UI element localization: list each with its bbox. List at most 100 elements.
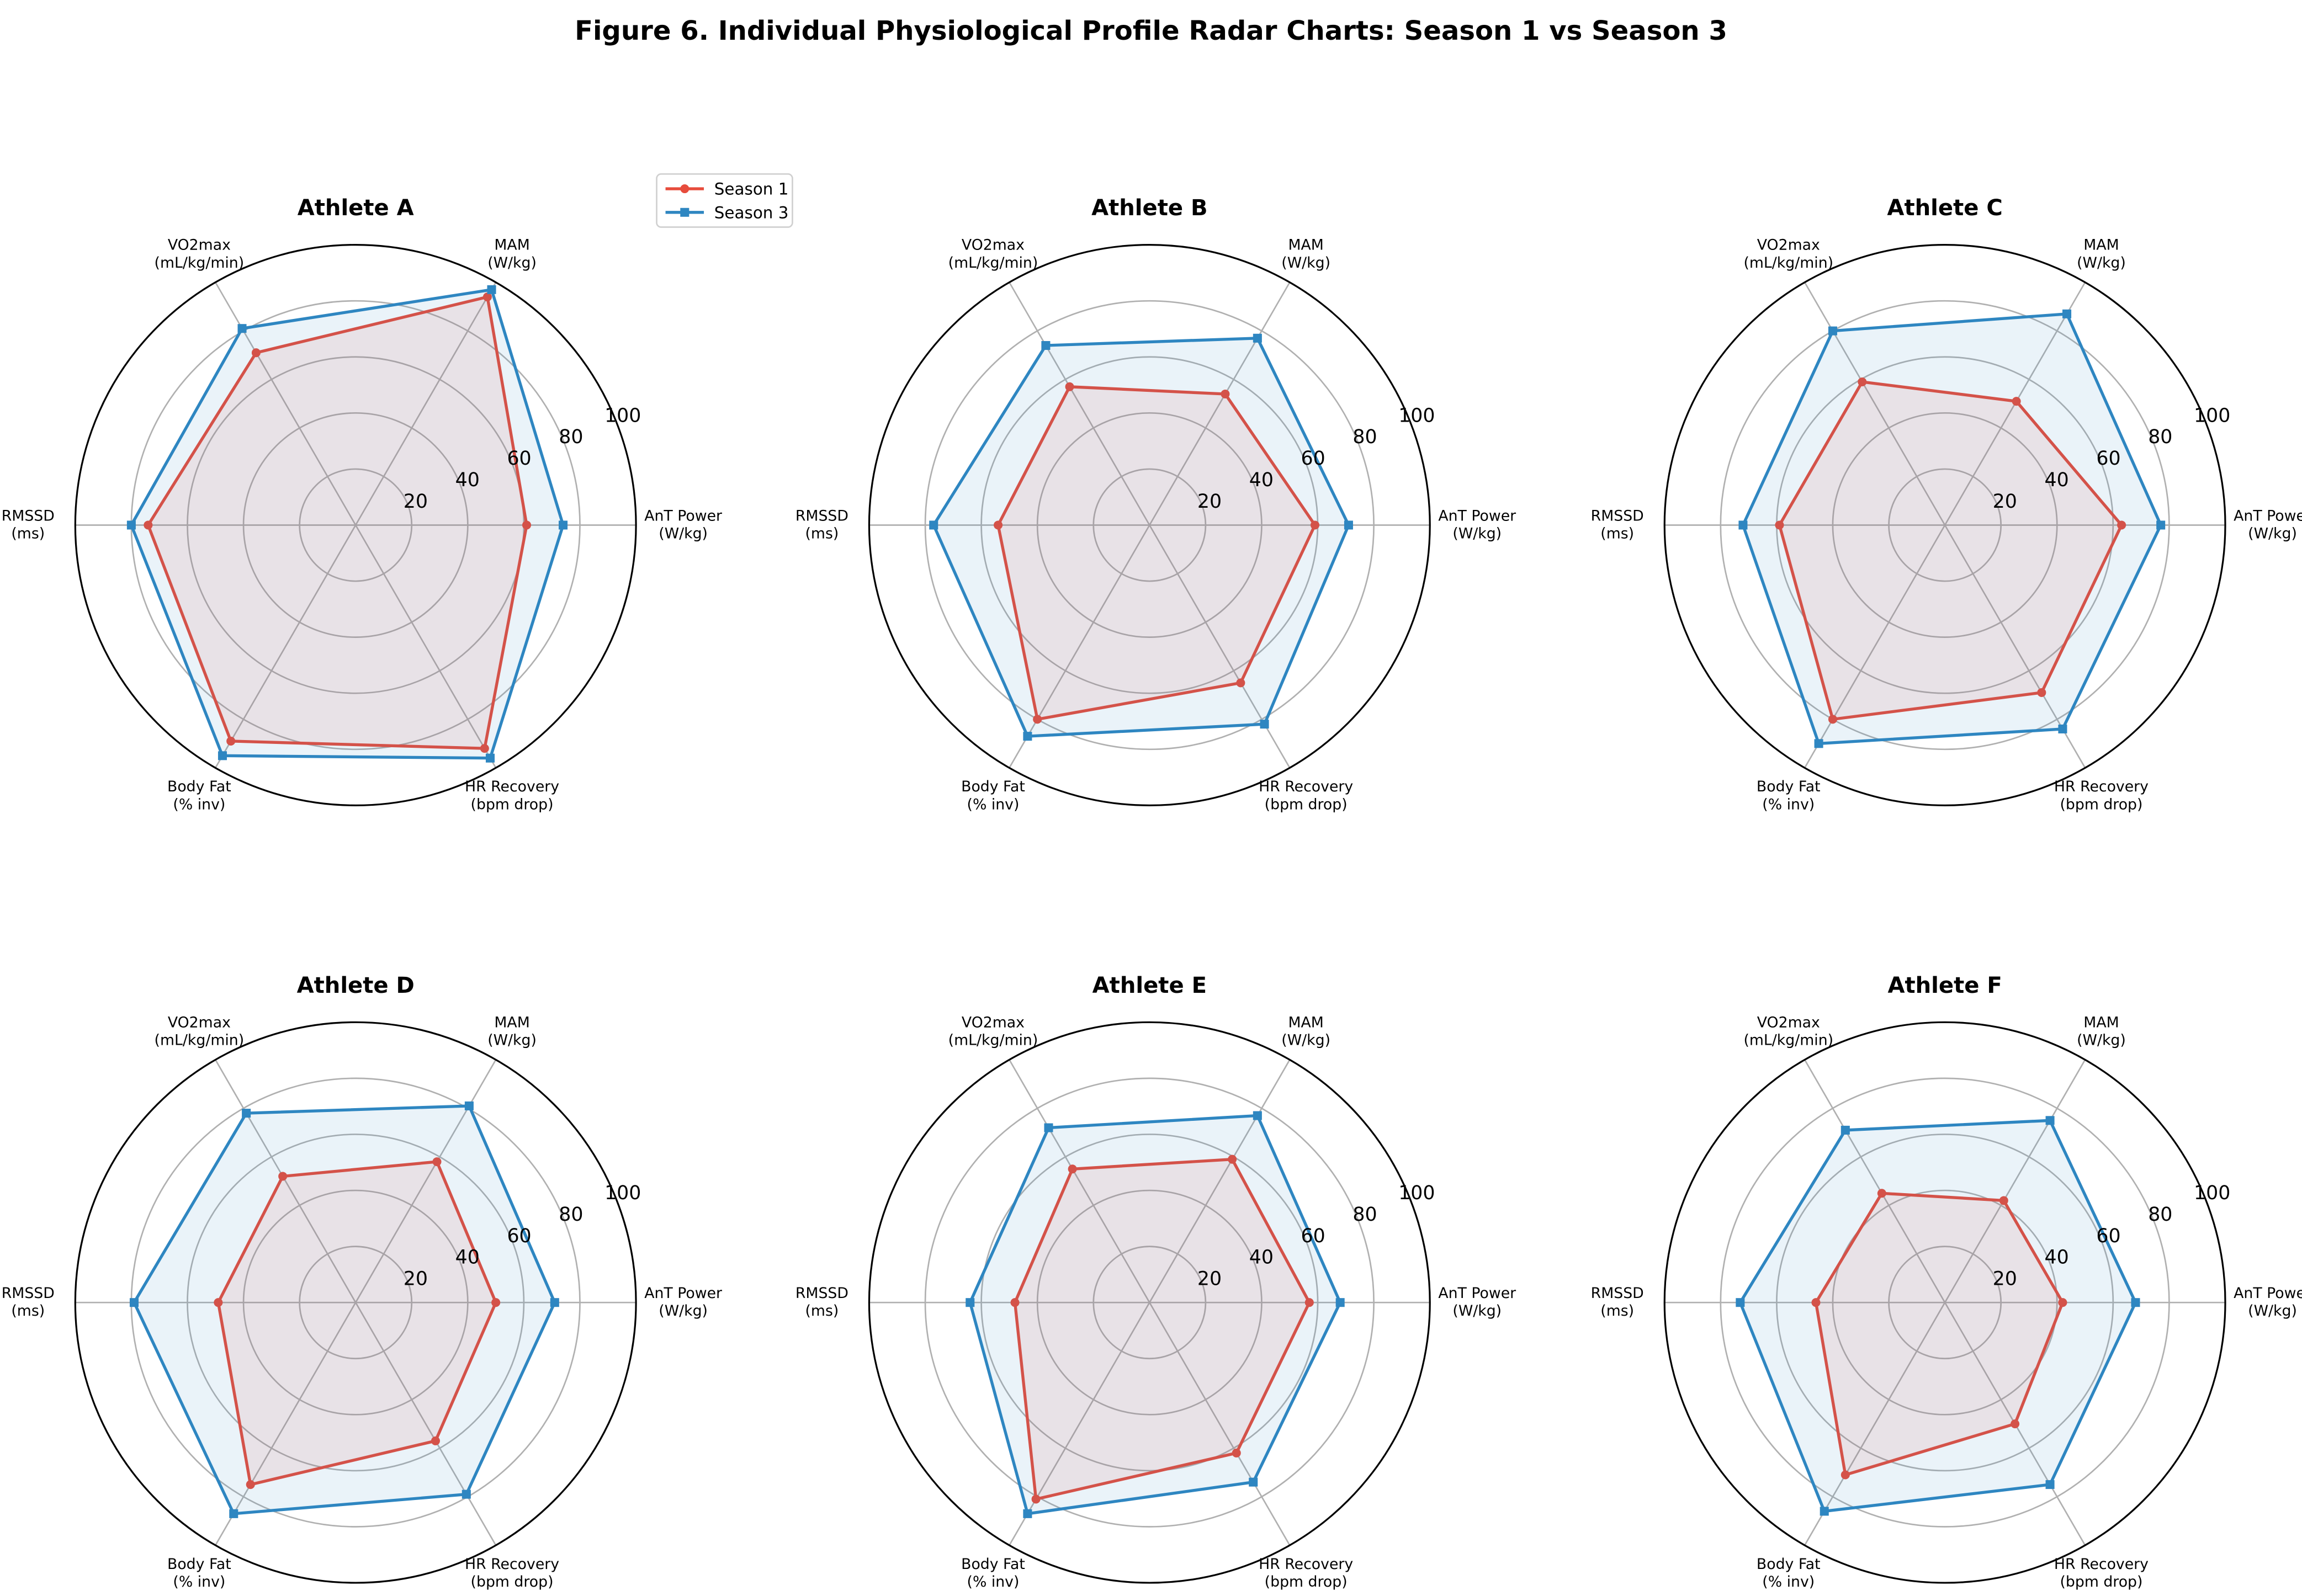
grid-spoke: [355, 1059, 497, 1303]
data-point: [994, 520, 1003, 530]
axis-label: MAM (W/kg): [1281, 237, 1330, 272]
series-fill: [1015, 1159, 1309, 1499]
data-point: [251, 348, 261, 358]
r-tick-label: 20: [1197, 1268, 1222, 1290]
axis-label-unit: (% inv): [967, 796, 1020, 813]
legend-marker: [680, 184, 689, 194]
r-tick-label: 100: [1398, 405, 1435, 427]
axis-label-name: VO2max: [168, 237, 231, 254]
axis-label: HR Recovery (bpm drop): [465, 778, 559, 813]
axis-label-unit: (bpm drop): [471, 796, 554, 813]
axis-label: Body Fat (% inv): [961, 1556, 1025, 1590]
axis-label: Body Fat (% inv): [167, 778, 231, 813]
axis-label: RMSSD (ms): [2, 1285, 55, 1320]
axis-label-unit: (W/kg): [1452, 525, 1502, 542]
axis-label-unit: (bpm drop): [2060, 796, 2142, 813]
axis-label: Body Fat (% inv): [1757, 1556, 1821, 1590]
grid-spoke: [1009, 281, 1150, 526]
panel-title: Athlete D: [297, 973, 415, 998]
data-point: [431, 1436, 440, 1445]
data-point: [2062, 309, 2072, 318]
r-tick-label: 40: [2045, 1247, 2069, 1269]
r-tick-label: 40: [1249, 469, 1274, 491]
grid-spoke: [355, 524, 497, 768]
grid-spoke: [1804, 524, 1946, 768]
data-point: [1828, 715, 1837, 724]
outer-circle: [74, 1021, 637, 1584]
axis-label-name: MAM: [1288, 1014, 1323, 1031]
axis-label-name: RMSSD: [2, 507, 55, 524]
panel-title: Athlete F: [1887, 973, 2002, 998]
axis-label-name: Body Fat: [961, 1556, 1025, 1573]
axis-label-unit: (W/kg): [2248, 1302, 2297, 1320]
axis-label-name: MAM: [494, 1014, 529, 1031]
r-tick-label: 80: [559, 426, 583, 448]
series-fill: [998, 386, 1315, 720]
data-point: [278, 1172, 288, 1181]
data-point: [1840, 1125, 1850, 1135]
r-tick-label: 60: [2096, 448, 2120, 470]
data-point: [2131, 1298, 2140, 1307]
axis-label-name: HR Recovery: [2054, 778, 2149, 795]
data-point: [2156, 520, 2166, 530]
axis-label-name: HR Recovery: [1259, 1556, 1353, 1573]
figure-title: Figure 6. Individual Physiological Profi…: [575, 15, 1727, 46]
data-point: [1828, 326, 1837, 336]
r-tick-label: 100: [1398, 1182, 1435, 1204]
axis-label: RMSSD (ms): [1591, 507, 1644, 542]
r-tick-label: 40: [455, 469, 480, 491]
grid-spoke: [215, 1059, 357, 1303]
axis-label-name: AnT Power: [1438, 1285, 1516, 1302]
axis-label: HR Recovery (bpm drop): [2054, 1556, 2149, 1590]
data-point: [1253, 1111, 1262, 1120]
data-point: [1775, 520, 1784, 530]
data-point: [1260, 720, 1269, 729]
data-point: [129, 1298, 139, 1307]
axis-label-unit: (mL/kg/min): [1743, 254, 1833, 272]
data-point: [1228, 1155, 1237, 1164]
data-point: [237, 324, 247, 333]
data-point: [1033, 715, 1042, 724]
axis-label-name: RMSSD: [795, 507, 848, 524]
axis-label-unit: (bpm drop): [471, 1573, 554, 1590]
data-point: [482, 292, 492, 302]
axis-label-name: MAM: [2083, 1014, 2119, 1031]
data-point: [1232, 1448, 1241, 1457]
series-fill: [1743, 313, 2161, 744]
axis-label: VO2max (mL/kg/min): [155, 237, 245, 272]
axis-label-name: VO2max: [168, 1014, 231, 1031]
axis-label-unit: (ms): [1600, 1302, 1634, 1320]
axis-label: VO2max (mL/kg/min): [1743, 237, 1833, 272]
axis-label: HR Recovery (bpm drop): [1259, 1556, 1353, 1590]
axis-label-name: HR Recovery: [465, 1556, 559, 1573]
r-tick-label: 100: [604, 1182, 641, 1204]
outer-circle: [74, 243, 637, 806]
grid-spoke: [1149, 1302, 1291, 1546]
r-tick-label: 100: [2194, 1182, 2230, 1204]
data-point: [491, 1298, 501, 1307]
axis-label-unit: (W/kg): [1281, 254, 1330, 272]
series-fill: [131, 289, 564, 758]
panel-title: Athlete E: [1092, 973, 1207, 998]
data-point: [1221, 389, 1230, 398]
series-fill: [218, 1162, 496, 1485]
axis-label: AnT Power(W/kg): [2234, 1285, 2302, 1320]
axis-label-name: Body Fat: [961, 778, 1025, 795]
axis-label: AnT Power(W/kg): [644, 1285, 722, 1320]
axis-label: RMSSD (ms): [795, 507, 848, 542]
data-point: [226, 736, 236, 746]
series-fill: [933, 338, 1349, 737]
data-point: [1041, 341, 1051, 350]
grid-spoke: [1009, 1302, 1150, 1546]
axis-label: AnT Power(W/kg): [2234, 507, 2302, 542]
data-point: [1344, 520, 1353, 530]
r-tick-label: 20: [1993, 491, 2017, 513]
grid-spoke: [215, 281, 357, 526]
axis-label-name: HR Recovery: [2054, 1556, 2149, 1573]
axis-label-unit: (W/kg): [1281, 1031, 1330, 1049]
axis-label-unit: (mL/kg/min): [155, 1031, 245, 1049]
data-point: [2058, 1298, 2067, 1307]
